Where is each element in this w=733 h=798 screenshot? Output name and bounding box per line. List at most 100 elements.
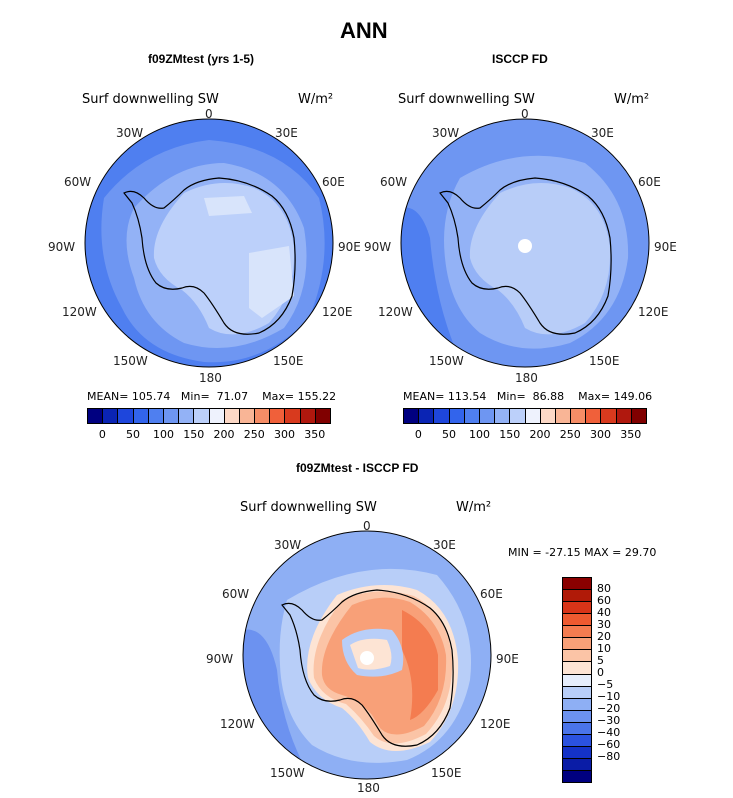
colorbar-tick-label: 100 <box>153 428 175 441</box>
colorbar-swatch <box>601 409 617 423</box>
colorbar-swatch <box>510 409 526 423</box>
diff-units-label: W/m² <box>456 500 492 515</box>
colorbar-swatch <box>179 409 195 423</box>
colorbar-swatch <box>495 409 511 423</box>
colorbar-swatch <box>563 686 591 699</box>
colorbar-tick-label: 80 <box>597 582 611 595</box>
colorbar-tick-label: 40 <box>597 606 611 619</box>
colorbar-swatch <box>563 614 591 627</box>
diff-colorbar <box>562 577 592 783</box>
obs-lon-90e: 90E <box>654 240 677 254</box>
obs-max: 149.06 <box>613 390 653 403</box>
colorbar-tick-label: −60 <box>597 738 621 751</box>
colorbar-swatch <box>419 409 435 423</box>
colorbar-tick-label: 10 <box>597 642 611 655</box>
colorbar-swatch <box>434 409 450 423</box>
colorbar-swatch <box>563 746 591 759</box>
colorbar-swatch <box>315 409 330 423</box>
colorbar-tick-label: −80 <box>597 750 621 763</box>
colorbar-swatch <box>563 771 591 783</box>
colorbar-tick-label: 300 <box>274 428 296 441</box>
colorbar-swatch <box>133 409 149 423</box>
colorbar-swatch <box>163 409 180 423</box>
colorbar-swatch <box>563 698 591 711</box>
colorbar-swatch <box>464 409 480 423</box>
model-lon-120w: 120W <box>62 305 97 319</box>
colorbar-swatch <box>540 409 556 423</box>
obs-min: 86.88 <box>532 390 565 403</box>
colorbar-swatch <box>285 409 301 423</box>
diff-lon-150w: 150W <box>270 766 305 780</box>
colorbar-tick-label: 0 <box>98 428 106 441</box>
colorbar-swatch <box>563 590 591 603</box>
obs-colorbar <box>403 408 647 424</box>
map-contour-diff_pos4 <box>402 610 438 720</box>
model-max: 155.22 <box>297 390 337 403</box>
colorbar-tick-label: 20 <box>597 630 611 643</box>
obs-stats: MEAN= 113.54 Min= 86.88 Max= 149.06 <box>403 390 653 403</box>
obs-lon-150w: 150W <box>429 354 464 368</box>
model-lon-90w: 90W <box>48 240 76 254</box>
colorbar-swatch <box>194 409 210 423</box>
colorbar-tick-label: 50 <box>441 428 456 441</box>
diff-lon-60w: 60W <box>222 587 250 601</box>
colorbar-tick-label: 200 <box>529 428 551 441</box>
colorbar-swatch <box>88 409 104 423</box>
coastline <box>123 177 296 335</box>
diff-lon-120w: 120W <box>220 717 255 731</box>
obs-lon-30w: 30W <box>432 126 460 140</box>
colorbar-swatch <box>209 409 225 423</box>
colorbar-swatch <box>270 409 286 423</box>
map-contour-obs_ice <box>469 183 611 335</box>
model-min: 71.07 <box>216 390 249 403</box>
colorbar-tick-label: −5 <box>597 678 614 691</box>
colorbar-tick-label: 100 <box>469 428 491 441</box>
model-lon-60w: 60W <box>64 175 92 189</box>
colorbar-tick-label: 5 <box>597 654 604 667</box>
diff-lon-0: 0 <box>363 519 371 533</box>
colorbar-swatch <box>103 409 119 423</box>
colorbar-tick-label: 50 <box>125 428 140 441</box>
colorbar-swatch <box>631 409 646 423</box>
colorbar-swatch <box>586 409 602 423</box>
model-lon-150e: 150E <box>273 354 304 368</box>
model-lon-30w: 30W <box>116 126 144 140</box>
colorbar-swatch <box>525 409 541 423</box>
colorbar-swatch <box>239 409 256 423</box>
obs-field-label: Surf downwelling SW <box>398 92 535 107</box>
colorbar-swatch <box>563 722 591 735</box>
diff-minmax: MIN = -27.15 MAX = 29.70 <box>508 546 657 559</box>
colorbar-tick-label: 200 <box>213 428 235 441</box>
colorbar-swatch <box>563 710 591 723</box>
colorbar-tick-label: 0 <box>597 666 604 679</box>
diff-lon-60e: 60E <box>480 587 503 601</box>
colorbar-tick-label: 250 <box>243 428 265 441</box>
colorbar-swatch <box>300 409 316 423</box>
colorbar-tick-label: −10 <box>597 690 621 703</box>
colorbar-swatch <box>563 758 591 771</box>
obs-units-label: W/m² <box>614 92 650 107</box>
diff-lon-180: 180 <box>357 781 380 795</box>
colorbar-swatch <box>224 409 240 423</box>
model-polar-map <box>84 118 334 368</box>
diff-field-label: Surf downwelling SW <box>240 500 377 515</box>
colorbar-swatch <box>616 409 632 423</box>
model-lon-90e: 90E <box>338 240 361 254</box>
model-lon-150w: 150W <box>113 354 148 368</box>
colorbar-swatch <box>555 409 572 423</box>
colorbar-tick-label: 30 <box>597 618 611 631</box>
colorbar-swatch <box>148 409 164 423</box>
colorbar-swatch <box>479 409 496 423</box>
colorbar-tick-label: 150 <box>499 428 521 441</box>
obs-lon-120w: 120W <box>378 305 413 319</box>
model-lon-180: 180 <box>199 371 222 385</box>
colorbar-swatch <box>563 638 591 651</box>
obs-lon-150e: 150E <box>589 354 620 368</box>
colorbar-swatch <box>563 578 591 591</box>
colorbar-swatch <box>563 602 591 615</box>
colorbar-tick-label: 60 <box>597 594 611 607</box>
diff-lon-90e: 90E <box>496 652 519 666</box>
obs-lon-120e: 120E <box>638 305 669 319</box>
diff-polar-map <box>242 530 492 780</box>
colorbar-tick-label: 150 <box>183 428 205 441</box>
